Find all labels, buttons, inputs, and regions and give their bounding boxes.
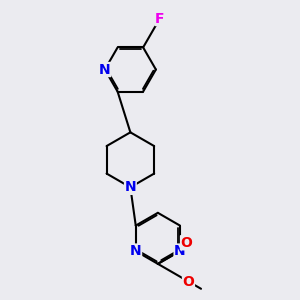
Text: N: N (99, 62, 111, 76)
Text: N: N (124, 180, 136, 194)
Text: N: N (130, 244, 142, 258)
Text: F: F (155, 11, 165, 26)
Text: N: N (174, 244, 186, 258)
Text: O: O (182, 274, 194, 289)
Text: O: O (181, 236, 192, 250)
